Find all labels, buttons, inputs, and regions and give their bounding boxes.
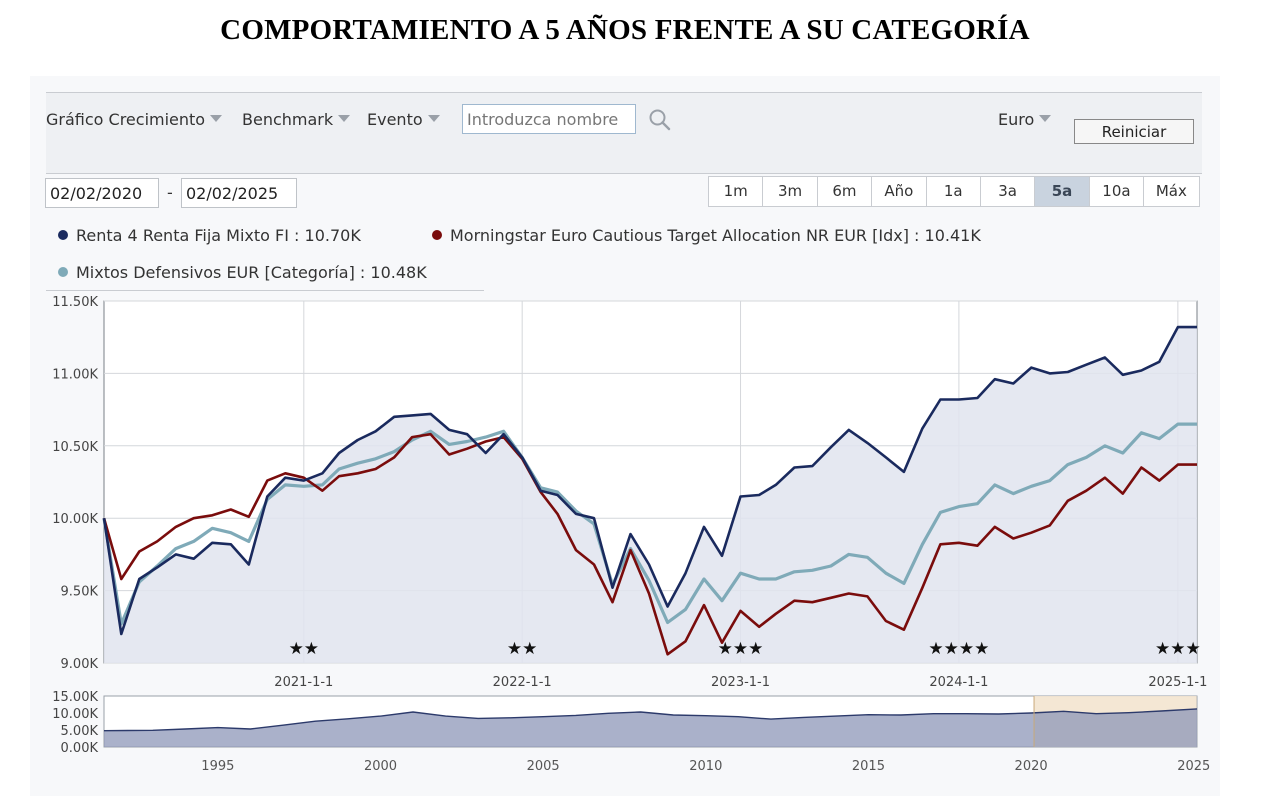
navigator-x-tick-label: 2015 (852, 759, 885, 774)
series-line-fund (102, 325, 1197, 636)
navigator-x-tick-label: 2005 (527, 759, 560, 774)
event-dropdown[interactable]: Evento (367, 110, 440, 129)
y-tick-label: 10.00K (52, 512, 98, 527)
growth-chart-dropdown[interactable]: Gráfico Crecimiento (46, 110, 223, 129)
currency-label: Euro (998, 110, 1035, 129)
navigator-y-tick-label: 0.00K (61, 741, 99, 756)
x-tick-label: 2023-1-1 (711, 675, 770, 690)
legend-divider (46, 290, 484, 291)
x-tick-label: 2024-1-1 (929, 675, 988, 690)
navigator-y-tick-label: 10.00K (52, 707, 98, 722)
y-tick-label: 9.50K (61, 585, 99, 600)
legend-label-fund: Renta 4 Renta Fija Mixto FI : 10.70K (76, 226, 361, 245)
date-from-input[interactable] (45, 178, 159, 208)
legend-label-benchmark: Morningstar Euro Cautious Target Allocat… (450, 226, 981, 245)
navigator-x-tick-label: 1995 (201, 759, 234, 774)
navigator-x-tick-label: 2020 (1015, 759, 1048, 774)
legend-dot-benchmark (432, 230, 442, 240)
period-5a-button[interactable]: 5a (1035, 177, 1090, 206)
chevron-down-icon (427, 115, 440, 122)
currency-dropdown[interactable]: Euro (998, 110, 1052, 129)
chevron-down-icon (210, 115, 223, 122)
y-tick-label: 11.50K (52, 295, 98, 310)
date-to-input[interactable] (181, 178, 297, 208)
rating-stars: ★★ (289, 639, 319, 659)
period-3m-button[interactable]: 3m (763, 177, 818, 206)
search-input[interactable] (462, 104, 636, 134)
navigator-y-tick-label: 5.00K (61, 724, 99, 739)
x-tick-label: 2022-1-1 (493, 675, 552, 690)
chevron-down-icon (338, 115, 351, 122)
navigator-x-tick-label: 2025 (1177, 759, 1210, 774)
period-6m-button[interactable]: 6m (818, 177, 873, 206)
date-separator: - (167, 183, 173, 202)
y-tick-label: 9.00K (61, 657, 99, 672)
y-tick-label: 11.00K (52, 367, 98, 382)
navigator-x-tick-label: 2000 (364, 759, 397, 774)
navigator-fill (104, 708, 1197, 747)
period-1a-button[interactable]: 1a (927, 177, 981, 206)
period-selector: 1m 3m 6m Año 1a 3a 5a 10a Máx (708, 176, 1200, 207)
legend-item-fund[interactable]: Renta 4 Renta Fija Mixto FI : 10.70K (58, 226, 361, 245)
x-tick-label: 2025-1-1 (1148, 675, 1207, 690)
legend-item-category[interactable]: Mixtos Defensivos EUR [Categoría] : 10.4… (58, 263, 427, 282)
chevron-down-icon (1039, 115, 1052, 122)
navigator-x-tick-label: 2010 (689, 759, 722, 774)
legend-item-benchmark[interactable]: Morningstar Euro Cautious Target Allocat… (432, 226, 981, 245)
navigator-y-tick-label: 15.00K (52, 690, 98, 705)
rating-stars: ★★ (507, 639, 537, 659)
search-icon[interactable] (648, 108, 672, 132)
event-label: Evento (367, 110, 423, 129)
legend-label-category: Mixtos Defensivos EUR [Categoría] : 10.4… (76, 263, 427, 282)
series-line-benchmark (102, 432, 1197, 656)
legend-dot-fund (58, 230, 68, 240)
legend-dot-category (58, 267, 68, 277)
series-line-category (102, 422, 1197, 626)
rating-stars: ★★★ (1155, 639, 1201, 659)
period-año-button[interactable]: Año (872, 177, 927, 206)
rating-stars: ★★★ (718, 639, 764, 659)
fund-area-fill (104, 327, 1197, 663)
rating-stars: ★★★★ (928, 639, 989, 659)
period-10a-button[interactable]: 10a (1090, 177, 1145, 206)
benchmark-label: Benchmark (242, 110, 334, 129)
period-máx-button[interactable]: Máx (1155, 182, 1187, 200)
reset-button[interactable]: Reiniciar (1074, 119, 1194, 144)
page-title: COMPORTAMIENTO A 5 AÑOS FRENTE A SU CATE… (220, 14, 1030, 46)
y-tick-label: 10.50K (52, 440, 98, 455)
period-3a-button[interactable]: 3a (981, 177, 1036, 206)
period-1m-button[interactable]: 1m (709, 177, 764, 206)
benchmark-dropdown[interactable]: Benchmark (242, 110, 351, 129)
growth-chart-label: Gráfico Crecimiento (46, 110, 206, 129)
x-tick-label: 2021-1-1 (274, 675, 333, 690)
navigator-line (103, 708, 1198, 732)
